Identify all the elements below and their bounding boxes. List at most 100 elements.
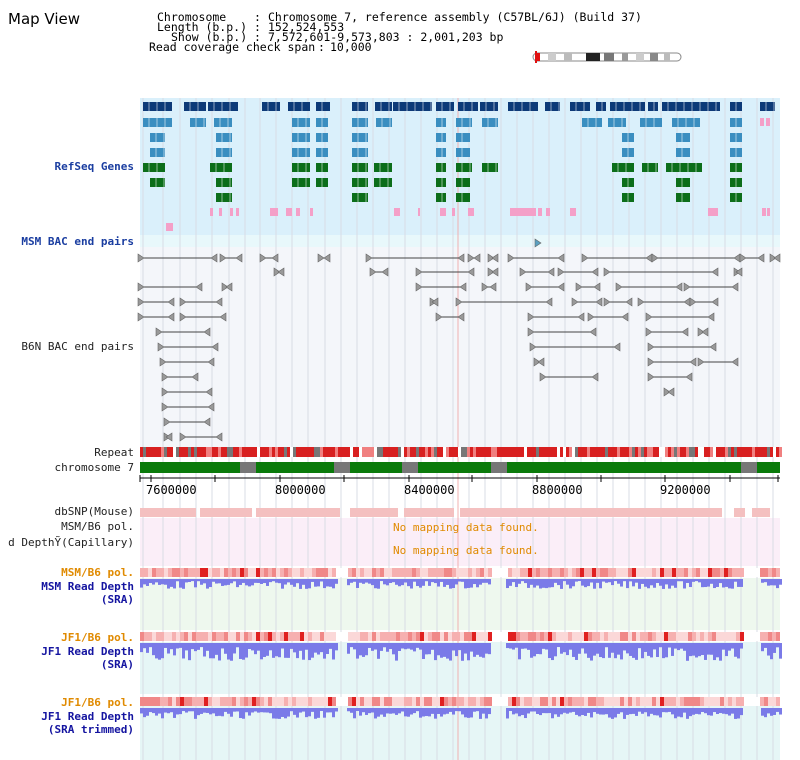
pol-segment [676, 568, 680, 577]
depth-bar [545, 708, 548, 714]
depth-bar [179, 708, 182, 715]
depth-bar [200, 579, 203, 585]
pol-segment [632, 632, 636, 641]
pol-segment [560, 697, 564, 706]
track-label-msm-b6-pol-2[interactable]: MSM/B6 pol. [61, 566, 134, 579]
pol-segment [392, 697, 396, 706]
track-label-msm-b6-pol[interactable]: MSM/B6 pol. [61, 520, 134, 533]
pol-segment [476, 568, 480, 577]
pol-segment [760, 632, 764, 641]
pol-segment [476, 632, 480, 641]
pol-segment [284, 697, 288, 706]
depth-bar [716, 708, 719, 715]
pol-segment [384, 632, 388, 641]
depth-bar [713, 708, 716, 713]
pol-segment [188, 568, 192, 577]
depth-bar [248, 708, 251, 716]
gene-block [292, 118, 310, 127]
pol-segment [176, 568, 180, 577]
pol-segment [772, 697, 776, 706]
pol-segment [500, 697, 504, 706]
pol-segment [644, 568, 648, 577]
pol-segment [724, 697, 728, 706]
pol-segment [640, 568, 644, 577]
repeat-segment [779, 447, 782, 457]
pol-segment [528, 632, 532, 641]
depth-bar [287, 643, 290, 658]
gene-block [570, 102, 590, 111]
bac-end-marker [167, 297, 175, 307]
pol-segment [496, 568, 500, 577]
pol-segment [636, 697, 640, 706]
repeat-segment [596, 447, 599, 457]
pol-segment [456, 697, 460, 706]
depth-bar [263, 643, 266, 657]
track-label-jf1-trim[interactable]: JF1 Read Depth [41, 710, 134, 723]
gene-block [352, 102, 368, 111]
repeat-segment [743, 447, 746, 457]
repeat-segment [275, 447, 278, 457]
depth-bar [647, 708, 650, 717]
pol-segment [572, 632, 576, 641]
page-title: Map View [8, 10, 81, 28]
depth-bar [551, 579, 554, 588]
depth-bar [158, 708, 161, 714]
pol-segment [536, 697, 540, 706]
track-label-msm-read-depth[interactable]: MSM Read Depth [41, 580, 134, 593]
repeat-segment [650, 447, 653, 457]
pol-segment [224, 632, 228, 641]
track-label-jf1-read-depth[interactable]: JF1 Read Depth [41, 645, 134, 658]
track-label-jf1-b6-pol-2[interactable]: JF1/B6 pol. [61, 696, 134, 709]
pol-segment [480, 568, 484, 577]
track-label-b6n-bac[interactable]: B6N BAC end pairs [21, 340, 134, 353]
pol-segment [520, 632, 524, 641]
repeat-segment [371, 447, 374, 457]
pol-segment [660, 697, 664, 706]
pol-segment [648, 697, 652, 706]
pol-segment [380, 697, 384, 706]
length-value: 152,524,553 [268, 20, 345, 34]
track-label-jf1-b6-pol[interactable]: JF1/B6 pol. [61, 631, 134, 644]
pol-segment [364, 568, 368, 577]
pol-segment [460, 568, 464, 577]
pol-segment [776, 568, 780, 577]
pol-segment [684, 697, 688, 706]
gene-block [216, 178, 232, 187]
depth-bar [506, 579, 509, 589]
pol-segment [500, 568, 504, 577]
depth-bar [140, 708, 143, 714]
bac-end-marker [455, 297, 463, 307]
chromosome-ideogram[interactable] [532, 51, 682, 63]
depth-bar [764, 708, 767, 718]
repeat-segment [569, 447, 572, 457]
pol-segment [712, 632, 716, 641]
depth-bar [251, 579, 254, 586]
pol-segment [320, 632, 324, 641]
track-label-msm-bac[interactable]: MSM BAC end pairs [21, 235, 134, 248]
refseq-genes[interactable] [143, 102, 775, 231]
depth-bar [356, 643, 359, 659]
track-label-refseq[interactable]: RefSeq Genes [54, 160, 134, 173]
track-label-dbsnp[interactable]: dbSNP(Mouse) [54, 505, 134, 518]
track-label-read-depth-capillary[interactable]: d DepthỸ(Capillary) [8, 536, 134, 549]
bac-end-pairs[interactable] [137, 238, 781, 442]
pol-segment [404, 632, 408, 641]
repeat-segment [737, 447, 740, 457]
pol-segment [408, 632, 412, 641]
depth-bar [656, 643, 659, 658]
pol-segment [240, 697, 244, 706]
pol-segment [352, 568, 356, 577]
bac-end-marker [167, 312, 175, 322]
repeat-segment [572, 447, 575, 457]
repeat-segment [644, 447, 647, 457]
depth-bar [692, 708, 695, 715]
bac-end-marker [697, 357, 705, 367]
gene-pink-block [236, 208, 239, 216]
repeat-segment [299, 447, 302, 457]
repeat-segment [713, 447, 716, 457]
repeat-segment [278, 447, 281, 457]
depth-bar [701, 579, 704, 588]
pol-segment [772, 568, 776, 577]
repeat-segment [263, 447, 266, 457]
depth-bar [413, 643, 416, 652]
